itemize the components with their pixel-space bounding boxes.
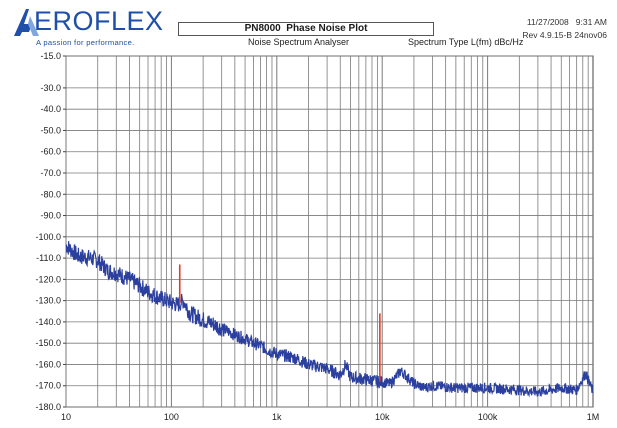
- noise-trace-line: [65, 241, 594, 398]
- y-tick-label: -170.0: [35, 381, 61, 391]
- timestamp: 11/27/2008 9:31 AM: [526, 17, 607, 27]
- revision-label: Rev 4.9.15-B 24nov06: [522, 30, 607, 40]
- logo-tagline: A passion for performance.: [36, 38, 135, 47]
- x-tick-label: 1k: [272, 412, 282, 422]
- y-tick-label: -90.0: [40, 211, 61, 221]
- x-tick-label: 10k: [375, 412, 390, 422]
- chart-title: PN8000 Phase Noise Plot: [178, 22, 434, 36]
- y-tick-label: -30.0: [40, 83, 61, 93]
- y-tick-label: -160.0: [35, 359, 61, 369]
- aeroflex-a-mark-icon: [14, 9, 39, 36]
- y-tick-label: -70.0: [40, 168, 61, 178]
- y-tick-label: -60.0: [40, 147, 61, 157]
- y-tick-label: -80.0: [40, 189, 61, 199]
- chart-subtitle: Noise Spectrum Analyser: [248, 37, 350, 47]
- x-tick-label: 100k: [478, 412, 498, 422]
- aeroflex-logo: EROFLEX A passion for performance.: [6, 2, 176, 48]
- y-tick-label: -120.0: [35, 274, 61, 284]
- y-tick-label: -180.0: [35, 402, 61, 412]
- spectrum-type-label: Spectrum Type L(fm) dBc/Hz: [408, 37, 524, 47]
- plot-area: [65, 55, 594, 408]
- x-tick-label: 1M: [587, 412, 600, 422]
- y-tick-label: -130.0: [35, 296, 61, 306]
- y-tick-label: -100.0: [35, 232, 61, 242]
- y-tick-label: -140.0: [35, 317, 61, 327]
- y-tick-label: -150.0: [35, 338, 61, 348]
- y-tick-label: -110.0: [36, 253, 61, 263]
- logo-wordmark: EROFLEX: [34, 6, 164, 36]
- x-tick-label: 10: [61, 412, 71, 422]
- y-tick-label: -50.0: [40, 125, 61, 135]
- x-tick-label: 100: [164, 412, 179, 422]
- y-tick-label: -40.0: [40, 104, 61, 114]
- y-tick-label: -15.0: [40, 51, 61, 61]
